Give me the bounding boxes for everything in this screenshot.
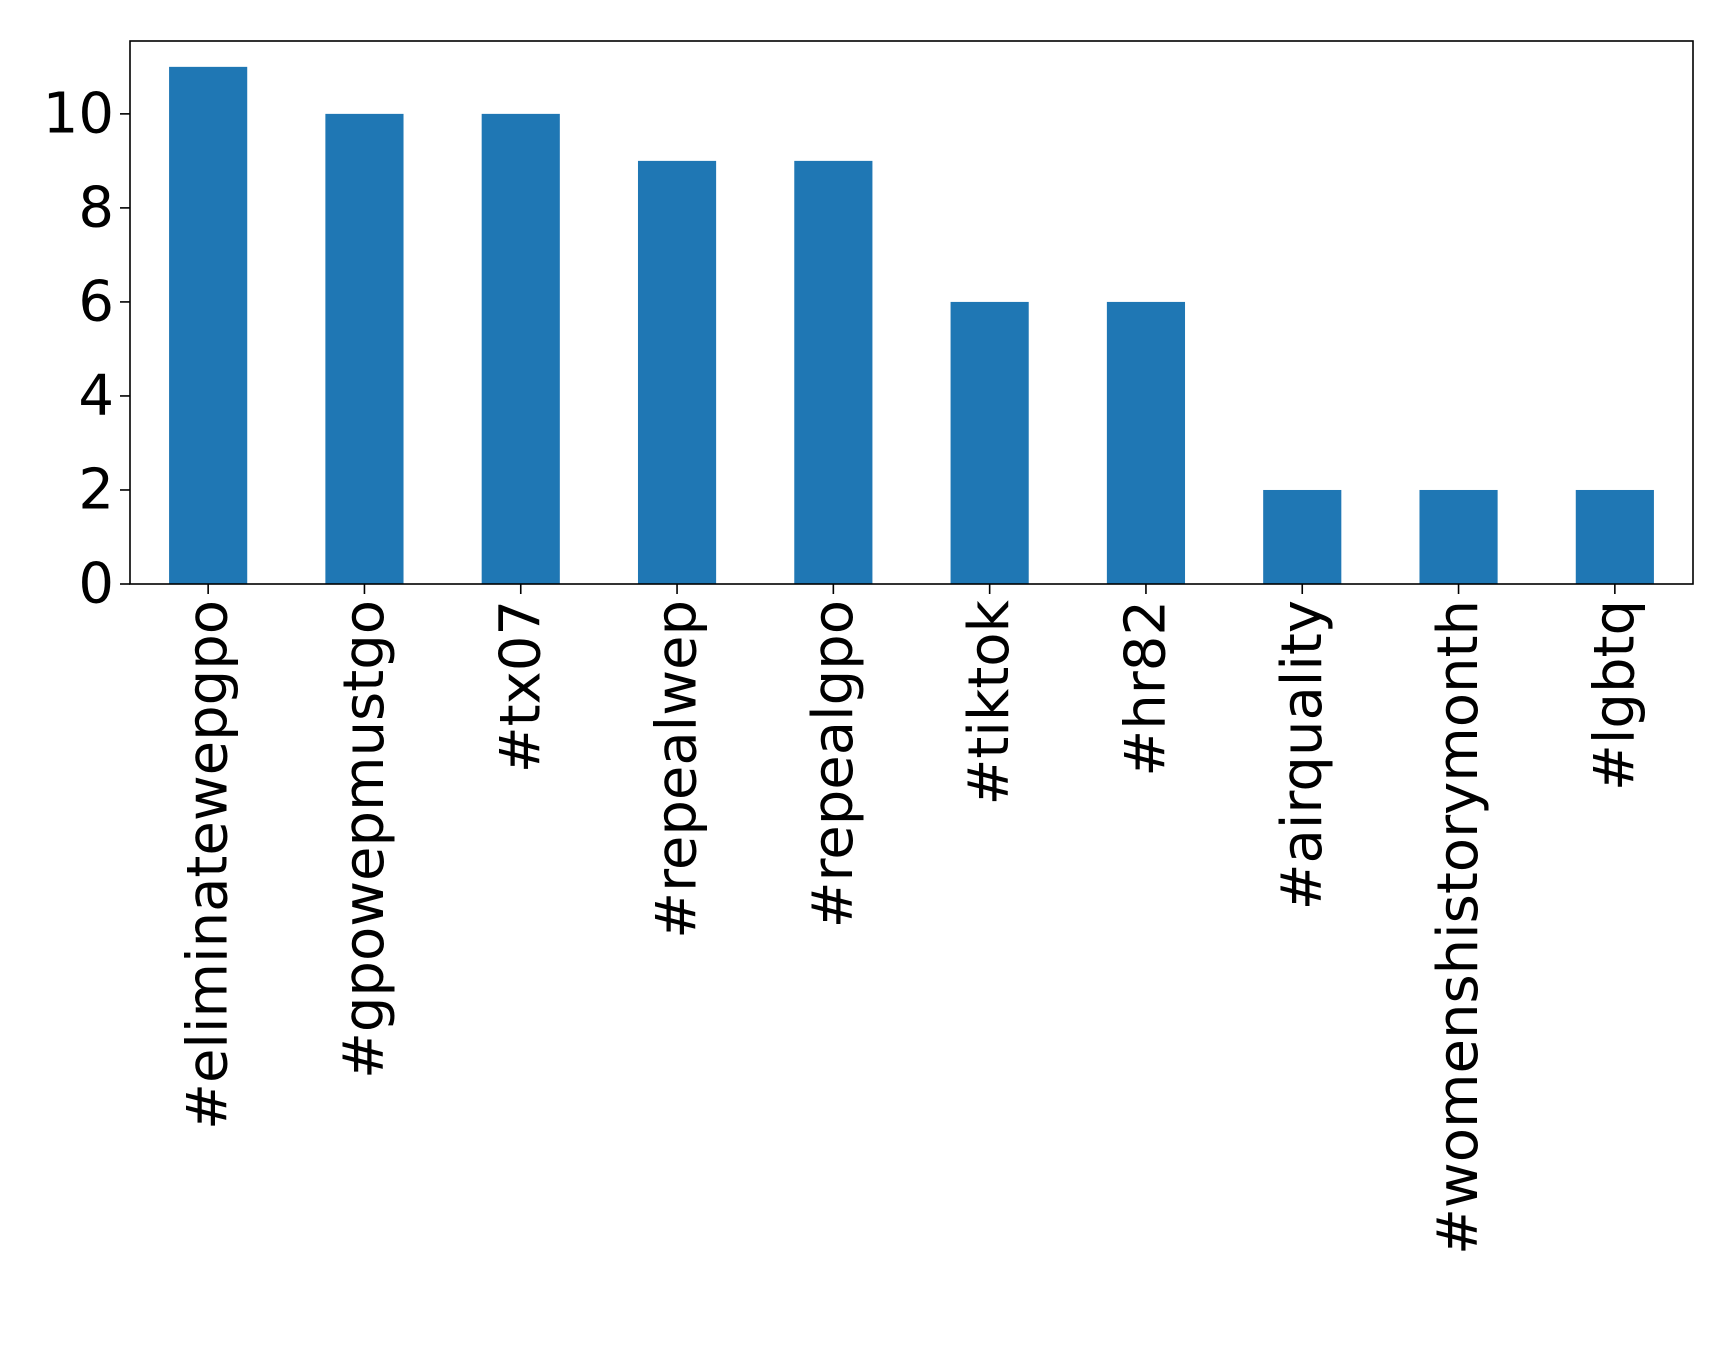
bar-tiktok (950, 301, 1029, 584)
y-tick-label: 8 (78, 175, 114, 240)
x-axis: #eliminatewepgpo #gpowepmustgo #tx07 #repea… (176, 584, 1647, 1255)
y-tick-label: 4 (78, 363, 114, 428)
plot-frame (129, 40, 1694, 585)
x-tick-label: #tiktok (957, 599, 1022, 805)
x-tick-label: #eliminatewepgpo (176, 600, 241, 1130)
bar-gpowepmustgo (325, 113, 404, 585)
bars-group (169, 66, 1654, 585)
bar-repealgpo (794, 160, 873, 584)
y-axis: 0 2 4 6 8 10 (43, 81, 130, 617)
bar-hr82 (1106, 301, 1186, 584)
y-tick-label: 10 (43, 81, 114, 146)
y-tick-label: 0 (78, 552, 114, 617)
bar-airquality (1263, 489, 1342, 584)
bar-repealwep (637, 160, 717, 584)
x-tick-label: #tx07 (488, 600, 553, 773)
y-tick-label: 6 (78, 269, 114, 334)
bar-lgbtq (1575, 489, 1654, 584)
bar-tx07 (481, 113, 560, 585)
x-tick-label: #gpowepmustgo (332, 600, 397, 1079)
x-tick-label: #womenshistorymonth (1426, 600, 1491, 1255)
bar-eliminatewepgpo (169, 66, 248, 585)
x-tick-label: #airquality (1270, 600, 1335, 910)
x-tick-label: #repealgpo (801, 600, 866, 928)
y-tick-label: 2 (78, 457, 114, 522)
x-tick-label: #repealwep (645, 600, 710, 939)
x-tick-label: #hr82 (1113, 600, 1178, 777)
x-tick-label: #lgbtq (1582, 600, 1647, 791)
bar-womenshistorymonth (1419, 489, 1498, 584)
